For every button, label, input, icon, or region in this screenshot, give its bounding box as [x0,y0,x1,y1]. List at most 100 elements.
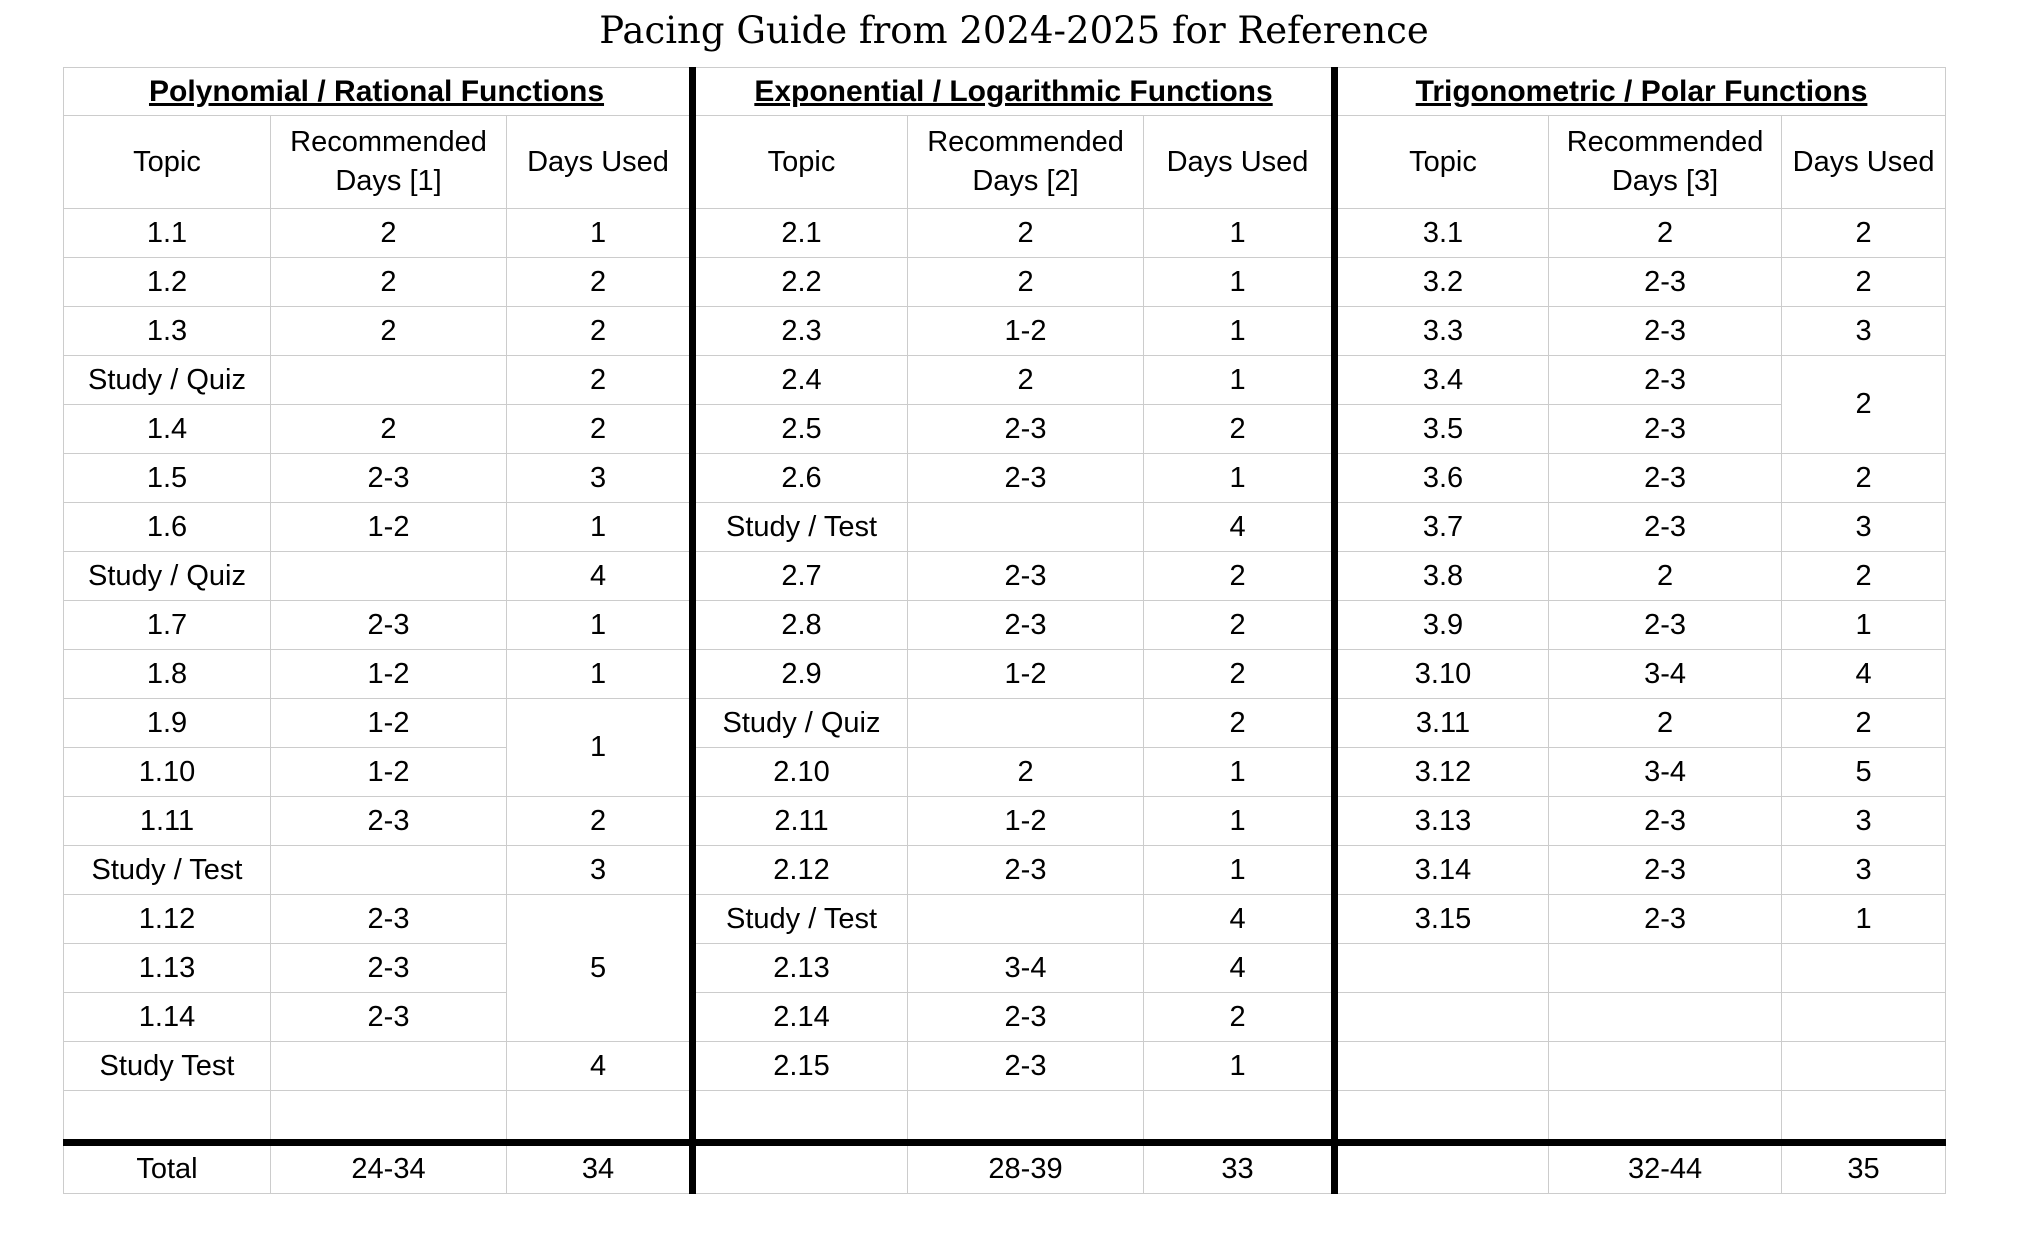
cell: 3.6 [1331,453,1550,503]
cell: 3-4 [1548,649,1783,699]
cell: 2.13 [689,943,909,993]
cell: 2.12 [689,845,909,895]
cell: 2 [270,208,507,258]
cell: Study / Quiz [63,551,271,601]
cell: 1.6 [63,502,271,552]
cell: 1 [1143,796,1336,846]
cell: 2 [270,404,507,454]
total-cell: 35 [1781,1139,1947,1194]
cell: 5 [1781,747,1947,797]
cell: 3 [1781,502,1947,552]
cell: 3.7 [1331,502,1550,552]
cell: 2.11 [689,796,909,846]
section-title: Exponential / Logarithmic Functions [689,67,1336,116]
cell: 2 [505,355,694,405]
cell: 4 [1143,502,1336,552]
cell: 2 [1781,208,1947,258]
cell: 3.11 [1331,698,1550,748]
cell: 2-3 [907,551,1145,601]
cell: 2 [1781,257,1947,307]
cell: 2 [1143,600,1336,650]
cell: Study / Test [63,845,271,895]
cell: 2-3 [270,992,507,1042]
cell: 3 [1781,306,1947,356]
cell: 2.3 [689,306,909,356]
cell: 2 [907,355,1145,405]
cell: 2-3 [270,796,507,846]
cell: 1.3 [63,306,271,356]
cell [270,551,507,601]
cell: 1 [1143,355,1336,405]
cell [1548,943,1783,993]
cell: 3.8 [1331,551,1550,601]
column-header: Days Used [505,115,694,209]
cell [1781,992,1947,1042]
cell: 1 [505,502,694,552]
column-header: Topic [63,115,271,209]
cell [1331,1041,1550,1091]
pacing-guide-table: Polynomial / Rational Functions Exponenti… [62,67,1947,1194]
cell: 5 [505,894,694,1042]
cell: 2-3 [907,404,1145,454]
cell: Study / Test [689,894,909,944]
cell: 1.4 [63,404,271,454]
cell: 2-3 [907,992,1145,1042]
cell: 1-2 [270,649,507,699]
cell: 1 [1781,894,1947,944]
cell: 2-3 [907,1041,1145,1091]
cell: 4 [505,551,694,601]
cell: 2-3 [907,845,1145,895]
cell: 1.9 [63,698,271,748]
cell: 2-3 [1548,796,1783,846]
cell: 2-3 [270,600,507,650]
cell: 1 [1781,600,1947,650]
cell: 2-3 [1548,502,1783,552]
cell [689,1090,909,1143]
cell [907,894,1145,944]
cell: 1 [1143,845,1336,895]
total-cell: 28-39 [907,1139,1145,1194]
cell: 1 [505,208,694,258]
cell: 1.7 [63,600,271,650]
cell: 2 [1781,355,1947,454]
total-cell: 34 [505,1139,694,1194]
cell: 1.14 [63,992,271,1042]
cell: 1 [505,649,694,699]
cell: 2.14 [689,992,909,1042]
cell: Study Test [63,1041,271,1091]
cell: 1-2 [270,698,507,748]
cell: 2-3 [1548,355,1783,405]
cell: 2 [1548,208,1783,258]
cell: 3.12 [1331,747,1550,797]
cell [1331,992,1550,1042]
cell: 2.2 [689,257,909,307]
table-head: Polynomial / Rational Functions Exponenti… [62,67,1947,209]
cell: 2-3 [907,600,1145,650]
cell: 2 [1143,649,1336,699]
cell: 2.6 [689,453,909,503]
total-cell [1331,1139,1550,1194]
cell: 3.1 [1331,208,1550,258]
cell: 2 [1548,551,1783,601]
cell: 4 [1143,894,1336,944]
cell [1548,1090,1783,1143]
cell: 1.10 [63,747,271,797]
cell: 2 [1781,453,1947,503]
column-header: Recommended Days [1] [270,115,507,209]
column-header: Recommended Days [3] [1548,115,1783,209]
cell: 2 [1781,551,1947,601]
cell: 2-3 [1548,306,1783,356]
cell: Study / Quiz [63,355,271,405]
column-header: Recommended Days [2] [907,115,1145,209]
cell [1143,1090,1336,1143]
column-header: Days Used [1143,115,1336,209]
column-header: Topic [689,115,909,209]
total-cell [689,1139,909,1194]
cell [270,1090,507,1143]
cell: 2-3 [1548,894,1783,944]
cell [1548,1041,1783,1091]
cell [270,845,507,895]
cell: Study / Quiz [689,698,909,748]
cell: 3.2 [1331,257,1550,307]
cell: 2 [907,257,1145,307]
